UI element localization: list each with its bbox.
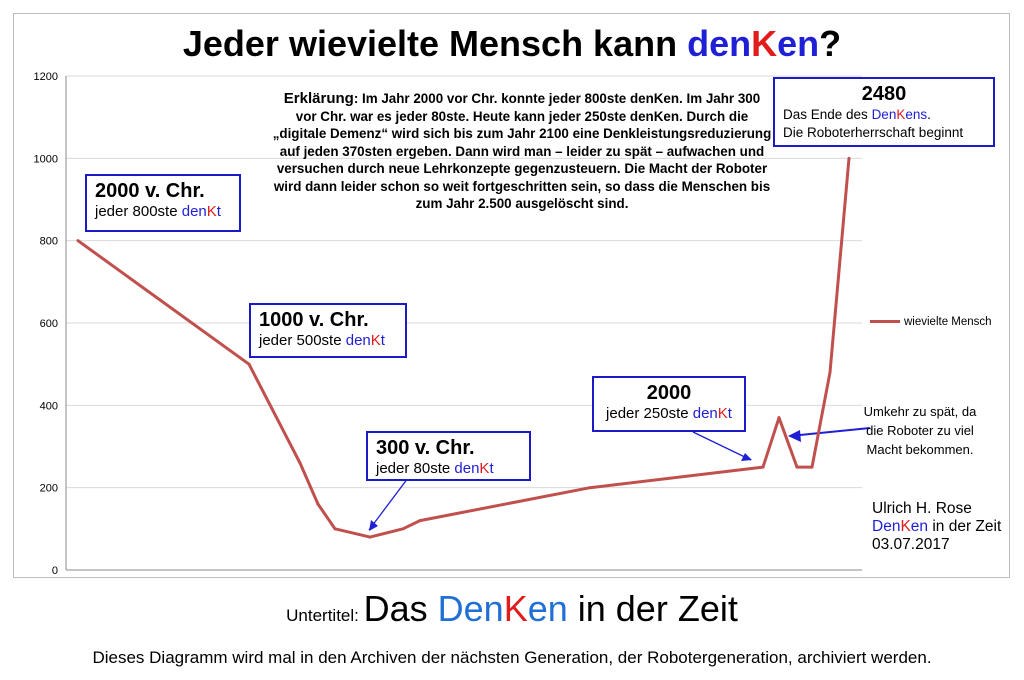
y-tick-label-800: 800 (40, 236, 58, 248)
data-point-12 (810, 465, 814, 469)
y-tick-label-600: 600 (40, 318, 58, 330)
footer-text: Dieses Diagramm wird mal in den Archiven… (92, 648, 932, 667)
y-tick-label-1200: 1200 (34, 71, 58, 83)
annotation-2000bc: 2000 v. Chr. jeder 800ste denKt (85, 174, 241, 232)
data-point-4 (333, 527, 337, 531)
data-point-6 (401, 527, 405, 531)
data-point-9 (761, 465, 765, 469)
annotation-2480: 2480 Das Ende des DenKens. Die Roboterhe… (773, 77, 995, 147)
explanation-text: Erklärung: Im Jahr 2000 vor Chr. konnte … (272, 90, 772, 211)
legend-label: wievielte Mensch (904, 316, 992, 328)
y-tick-label-1000: 1000 (34, 153, 58, 165)
data-point-5 (368, 535, 372, 539)
data-point-11 (795, 465, 799, 469)
legend: wievielte Mensch (870, 316, 992, 328)
arrow-2000 (692, 431, 752, 461)
data-point-10 (777, 416, 781, 420)
data-point-14 (847, 156, 851, 160)
arrowhead-2000 (741, 453, 752, 461)
author-date: 03.07.2017 (872, 536, 950, 553)
data-point-1 (247, 362, 251, 366)
y-axis-ticks: 0 200 400 600 800 1000 1200 (34, 71, 58, 577)
arrowhead-umkehr (788, 430, 801, 442)
annotation-2000: 2000 jeder 250ste denKt (592, 376, 746, 432)
author-subtitle: DenKen in der Zeit (872, 518, 1002, 535)
annotation-300bc: 300 v. Chr. jeder 80ste denKt (366, 431, 531, 481)
series-line-group (76, 156, 851, 539)
data-point-8 (588, 486, 592, 490)
arrow-umkehr (789, 427, 871, 437)
note-text: Umkehr zu spät, da die Roboter zu viel M… (863, 404, 977, 457)
arrow-300bc (368, 477, 409, 531)
data-point-13 (828, 370, 832, 374)
author-name: Ulrich H. Rose (872, 500, 972, 517)
data-point-0 (76, 239, 80, 243)
y-tick-label-200: 200 (40, 483, 58, 495)
y-tick-label-0: 0 (52, 565, 58, 577)
data-point-7 (418, 519, 422, 523)
arrowhead-300bc (369, 520, 378, 531)
chart-title: Jeder wievielte Mensch kann denKen? (182, 23, 842, 64)
y-tick-label-400: 400 (40, 400, 58, 412)
annotation-arrows (368, 427, 871, 531)
gridlines (65, 75, 862, 571)
subtitle: Untertitel: Das DenKen in der Zeit (286, 588, 738, 629)
legend-swatch (870, 320, 900, 324)
data-point-2 (298, 461, 302, 465)
annotation-1000bc: 1000 v. Chr. jeder 500ste denKt (249, 303, 407, 358)
data-point-3 (316, 502, 320, 506)
chart-frame (13, 13, 1010, 578)
author-block: Ulrich H. Rose DenKen in der Zeit 03.07.… (872, 500, 1001, 554)
